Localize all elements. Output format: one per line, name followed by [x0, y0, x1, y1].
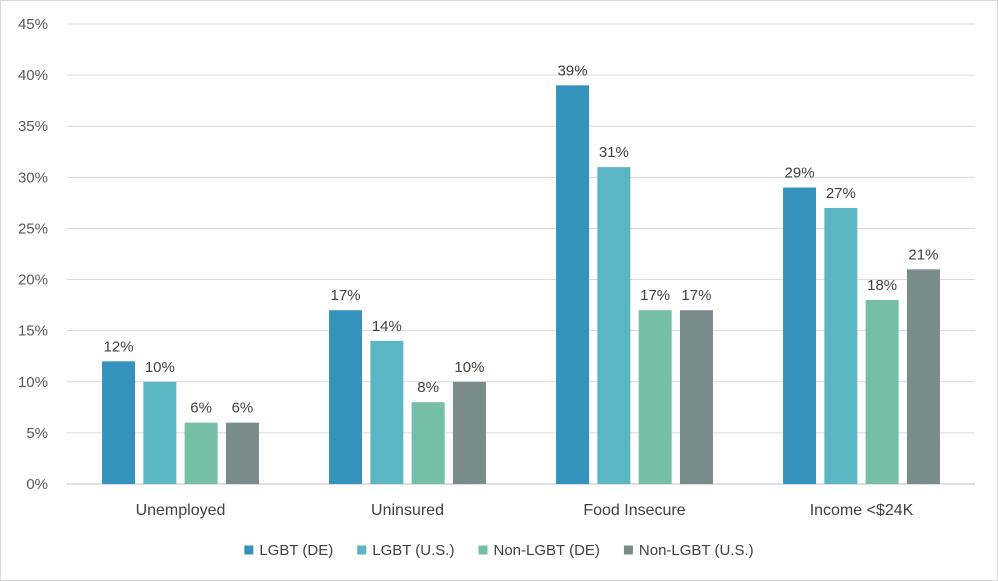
- gridlines: [67, 23, 975, 485]
- bar-unemployed-lgbt-u-s-: [143, 381, 177, 484]
- bar-uninsured-non-lgbt-u-s-: [452, 381, 486, 484]
- data-label: 27%: [826, 185, 856, 202]
- y-tick-label: 45%: [18, 16, 48, 33]
- legend-label: LGBT (DE): [259, 542, 333, 559]
- bar-uninsured-non-lgbt-de-: [411, 402, 445, 484]
- data-label: 12%: [104, 338, 134, 355]
- bar-income-24k-lgbt-u-s-: [824, 208, 858, 484]
- data-label: 8%: [417, 379, 439, 396]
- bar-income-24k-non-lgbt-de-: [865, 300, 899, 484]
- category-label: Uninsured: [371, 502, 444, 519]
- data-label: 14%: [372, 318, 402, 335]
- y-tick-label: 30%: [18, 169, 48, 186]
- data-labels: 12% 10% 6% 6% 17% 14% 8% 10% 39% 31% 17% 17% 29% 27% 1…: [104, 62, 939, 416]
- data-label: 6%: [232, 400, 254, 417]
- bar-food-insecure-lgbt-u-s-: [597, 167, 631, 484]
- legend-item: Non-LGBT (U.S.): [623, 542, 754, 559]
- legend-item: LGBT (U.S.): [357, 542, 454, 559]
- legend-swatch: [357, 545, 367, 555]
- bar-uninsured-lgbt-de-: [329, 310, 363, 484]
- legend-item: LGBT (DE): [244, 542, 333, 559]
- legend-label: Non-LGBT (DE): [493, 542, 599, 559]
- y-tick-label: 10%: [18, 374, 48, 391]
- bar-income-24k-lgbt-de-: [783, 187, 817, 485]
- y-tick-label: 35%: [18, 118, 48, 135]
- bar-unemployed-non-lgbt-de-: [184, 422, 218, 484]
- y-tick-label: 15%: [18, 323, 48, 340]
- data-label: 31%: [599, 144, 629, 161]
- data-label: 21%: [908, 246, 938, 263]
- data-label: 10%: [454, 359, 484, 376]
- bar-income-24k-non-lgbt-u-s-: [906, 269, 940, 484]
- category-label: Food Insecure: [583, 502, 685, 519]
- data-label: 29%: [785, 165, 815, 182]
- bar-unemployed-lgbt-de-: [102, 361, 136, 484]
- category-label: Income <$24K: [810, 502, 914, 519]
- y-tick-label: 25%: [18, 220, 48, 237]
- bar-unemployed-non-lgbt-u-s-: [225, 422, 259, 484]
- legend-label: LGBT (U.S.): [372, 542, 454, 559]
- data-label: 18%: [867, 277, 897, 294]
- bar-food-insecure-non-lgbt-u-s-: [679, 310, 713, 484]
- bar-food-insecure-lgbt-de-: [556, 85, 590, 484]
- legend-item: Non-LGBT (DE): [478, 542, 600, 559]
- legend-label: Non-LGBT (U.S.): [639, 542, 754, 559]
- data-label: 17%: [331, 287, 361, 304]
- bars: [102, 85, 940, 485]
- legend-swatch: [478, 545, 488, 555]
- y-tick-label: 40%: [18, 67, 48, 84]
- data-label: 17%: [681, 287, 711, 304]
- legend: LGBT (DE) LGBT (U.S.) Non-LGBT (DE) Non-LGB…: [244, 542, 754, 559]
- y-tick-label: 0%: [26, 476, 48, 493]
- y-axis-ticks: 0% 5% 10% 15% 20% 25% 30% 35% 40% 45%: [18, 16, 48, 493]
- data-label: 6%: [190, 400, 212, 417]
- data-label: 10%: [145, 359, 175, 376]
- y-tick-label: 20%: [18, 272, 48, 289]
- y-tick-label: 5%: [26, 425, 48, 442]
- x-axis-categories: Unemployed Uninsured Food Insecure Income <…: [136, 502, 914, 519]
- bar-food-insecure-non-lgbt-de-: [638, 310, 672, 484]
- data-label: 17%: [640, 287, 670, 304]
- bar-uninsured-lgbt-u-s-: [370, 340, 404, 484]
- legend-swatch: [623, 545, 633, 555]
- category-label: Unemployed: [136, 502, 226, 519]
- legend-swatch: [244, 545, 254, 555]
- data-label: 39%: [558, 62, 588, 79]
